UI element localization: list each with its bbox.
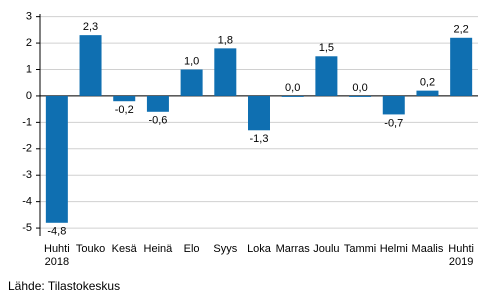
x-tick-label: Joulu [313,243,340,255]
bar [382,95,405,115]
value-label: -0,2 [115,104,134,116]
source-note: Lähde: Tilastokeskus [8,279,121,293]
x-tick-label: Touko [75,243,106,255]
bar [214,48,237,96]
y-tick-label: 3 [26,11,32,23]
x-tick-label: Maalis [411,243,444,255]
bar [349,95,372,97]
value-label: -0,6 [148,115,167,127]
value-label: 0,0 [285,82,300,94]
bar [180,69,203,96]
x-tick-label: Loka [247,243,271,255]
y-tick-label: -5 [22,222,32,234]
value-label: 1,5 [319,42,334,54]
y-tick-label: 2 [26,37,32,49]
value-label: 1,0 [184,55,199,67]
x-tick-label: Syys [213,243,238,255]
bar [113,95,136,102]
value-label: -4,8 [47,226,66,238]
y-tick-label: -3 [22,169,32,181]
value-label: 0,2 [420,77,435,89]
value-label: -1,3 [250,133,269,145]
y-tick-label: -1 [22,116,32,128]
y-tick-label: -4 [22,196,32,208]
value-label: 2,2 [454,24,469,36]
bar [315,56,338,96]
bar [45,95,68,223]
x-tick-label: Tammi [343,243,377,255]
x-tick-label: Kesä [111,243,137,255]
value-label: 1,8 [218,34,233,46]
bar [281,95,304,97]
x-tick-label: Huhti 2019 [448,243,474,268]
bar [450,37,473,96]
x-tick-label: Huhti 2018 [44,243,70,268]
bar [248,95,270,131]
x-tick-label: Elo [183,243,200,255]
bar [146,95,169,112]
x-tick-label: Helmi [379,243,408,255]
x-tick-label: Heinä [143,243,173,255]
y-tick-label: 1 [26,63,32,75]
x-tick-label: Marras [275,243,310,255]
y-tick-label: -2 [22,143,32,155]
bar [416,90,439,96]
y-tick-label: 0 [26,90,32,102]
value-label: 2,3 [83,21,98,33]
value-label: -0,7 [384,117,403,129]
value-label: 0,0 [352,82,367,94]
bar [79,35,102,96]
